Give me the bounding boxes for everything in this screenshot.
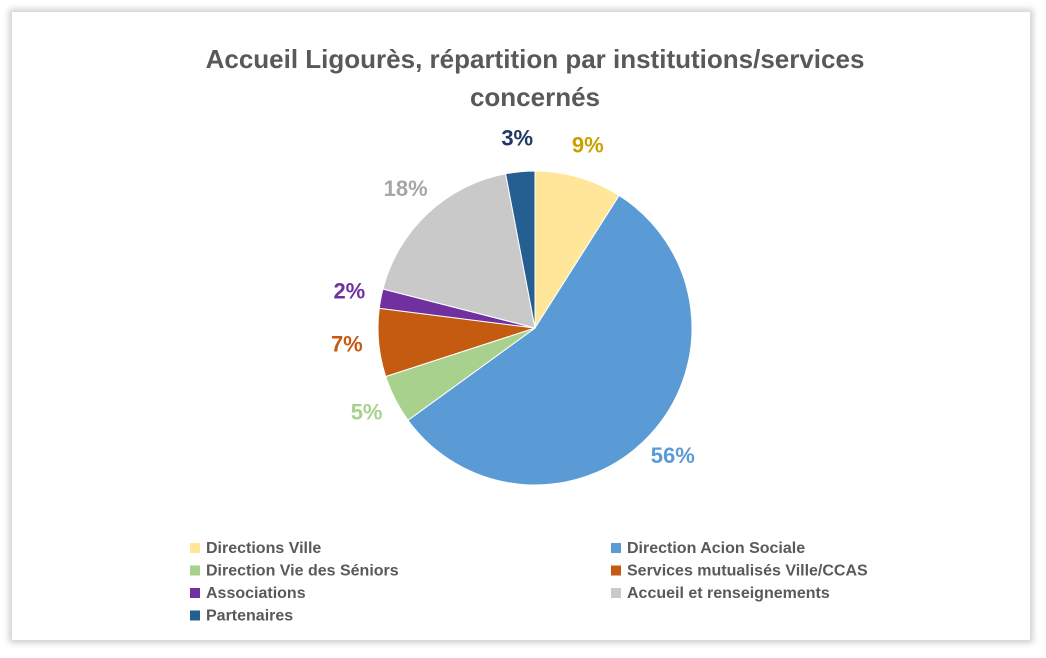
legend-swatch xyxy=(611,565,621,576)
legend-label: Partenaires xyxy=(206,608,293,625)
legend-label: Services mutualisés Ville/CCAS xyxy=(627,563,868,580)
legend-label: Direction Acion Sociale xyxy=(627,540,805,557)
chart-title: Accueil Ligourès, répartition par instit… xyxy=(205,44,865,112)
legend-swatch xyxy=(611,588,621,598)
data-label: 7% xyxy=(331,332,363,357)
legend-label: Accueil et renseignements xyxy=(627,585,830,602)
legend-label: Associations xyxy=(206,585,306,602)
data-label: 56% xyxy=(651,443,695,468)
pie-slice xyxy=(504,170,536,329)
legend-label: Direction Vie des Séniors xyxy=(206,563,399,580)
data-label: 9% xyxy=(572,132,604,157)
legend-label: Directions Ville xyxy=(206,540,321,557)
data-label: 18% xyxy=(384,176,428,201)
legend-swatch xyxy=(611,543,621,553)
pie-slice xyxy=(382,173,536,329)
legend-swatch xyxy=(190,543,200,553)
legend-swatch xyxy=(190,610,200,621)
legend-swatch xyxy=(190,565,200,576)
pie-slice xyxy=(407,194,693,486)
pie-slice xyxy=(534,170,620,330)
data-label: 5% xyxy=(351,400,383,425)
data-label: 3% xyxy=(501,126,533,151)
legend-swatch xyxy=(190,588,200,598)
data-label: 2% xyxy=(333,278,365,303)
